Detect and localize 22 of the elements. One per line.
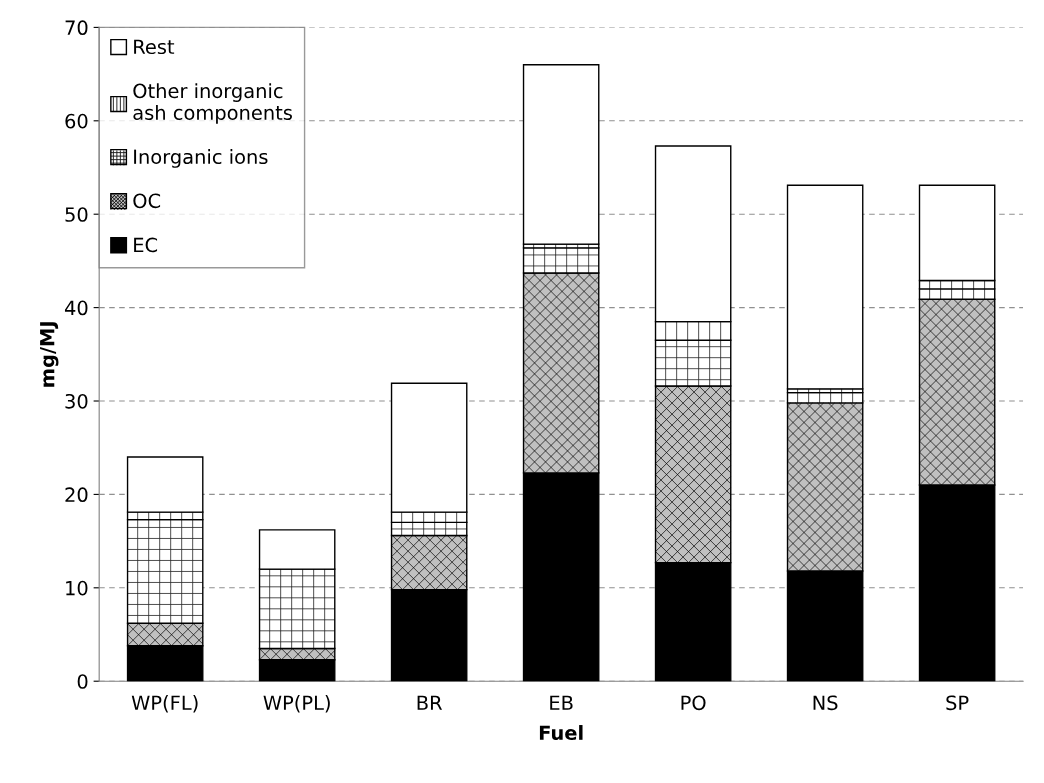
legend-label: Rest <box>134 39 175 55</box>
y-tick-label: 50 <box>65 207 88 222</box>
legend-label: Inorganic ions <box>134 149 268 168</box>
x-tick-label: BR <box>417 695 443 710</box>
y-tick-label: 0 <box>77 674 88 689</box>
legend-label: Other inorganic ash components <box>133 83 292 124</box>
x-tick-label: WP(PL) <box>263 695 330 713</box>
x-tick-label: PO <box>681 695 706 711</box>
x-tick-label: NS <box>813 695 838 711</box>
x-tick-label: SP <box>946 695 969 711</box>
y-tick-label: 20 <box>65 487 88 503</box>
y-tick-label: 70 <box>65 20 88 36</box>
x-tick-label: WP(FL) <box>131 695 198 713</box>
x-tick-label: EB <box>550 695 573 710</box>
y-tick-label: 40 <box>64 300 88 316</box>
y-tick-label: 10 <box>66 580 88 596</box>
y-axis-title: mg/MJ <box>40 322 59 387</box>
legend-label: OC <box>133 193 161 209</box>
legend-label: EC <box>134 237 158 253</box>
y-tick-label: 30 <box>65 393 88 409</box>
y-tick-label: 60 <box>65 113 88 129</box>
x-axis-title: Fuel <box>539 725 583 741</box>
